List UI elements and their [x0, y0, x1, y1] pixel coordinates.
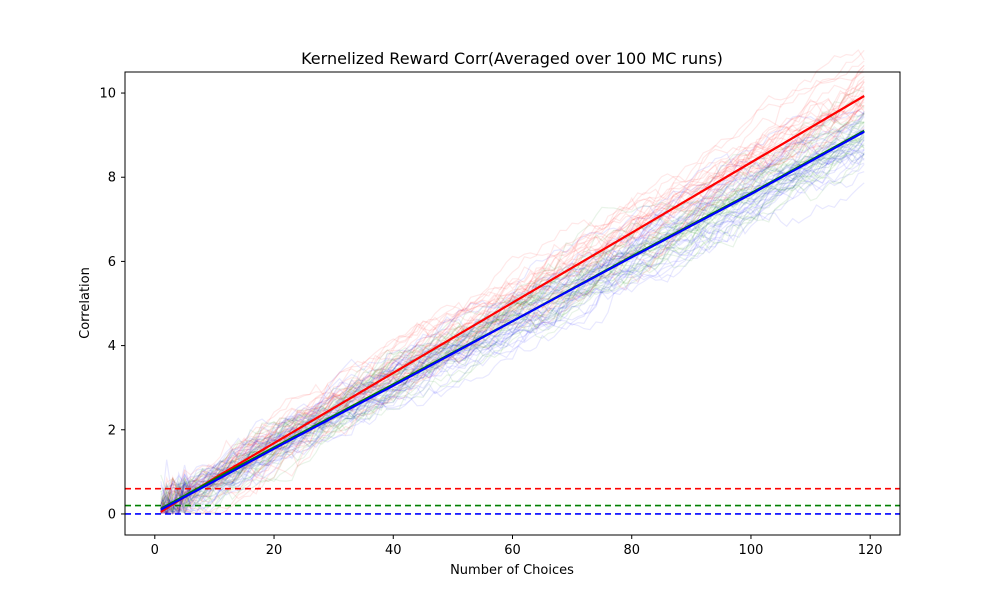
mc-run-line — [160, 109, 865, 515]
mc-run-line — [160, 128, 865, 510]
mc-run-line — [160, 137, 865, 508]
mc-run-line — [160, 138, 865, 515]
mc-run-line — [160, 128, 865, 514]
mc-run-line — [160, 143, 865, 512]
mc-run-line — [160, 121, 865, 514]
mc-run-line — [160, 171, 865, 515]
x-tick-label: 100 — [739, 543, 764, 558]
mc-run-line — [160, 64, 865, 515]
mc-run-line — [160, 120, 865, 515]
mc-run-line — [160, 126, 865, 514]
mc-run-line — [160, 126, 865, 515]
mc-run-line — [160, 152, 865, 516]
mc-run-line — [160, 149, 865, 515]
mc-run-line — [160, 150, 865, 513]
x-tick-label: 80 — [623, 543, 640, 558]
series-mean-line — [160, 95, 865, 513]
mc-run-line — [160, 110, 865, 515]
mc-run-line — [160, 113, 865, 516]
mc-run-line — [160, 80, 865, 507]
mc-run-line — [160, 136, 865, 512]
series-layer — [160, 95, 865, 513]
mc-run-line — [160, 153, 865, 515]
mc-run-line — [160, 144, 865, 514]
mc-run-line — [160, 121, 865, 514]
mc-run-line — [160, 60, 865, 514]
x-tick-label: 40 — [385, 543, 402, 558]
mc-runs-layer — [160, 49, 865, 516]
mc-run-line — [160, 141, 865, 496]
mc-run-line — [160, 99, 865, 515]
mc-run-line — [160, 120, 865, 514]
y-axis-ticks: 0 2 4 6 8 10 — [99, 87, 125, 522]
mc-run-line — [160, 105, 865, 512]
x-tick-label: 60 — [504, 543, 521, 558]
mc-run-line — [160, 151, 865, 514]
mc-run-line — [160, 149, 865, 515]
mc-run-line — [160, 71, 865, 509]
x-axis-ticks: 0 20 40 60 80 100 120 — [151, 535, 883, 558]
mc-run-line — [160, 111, 865, 512]
y-tick-label: 10 — [99, 87, 116, 102]
mc-run-line — [160, 182, 865, 513]
x-tick-label: 0 — [151, 543, 159, 558]
mc-run-line — [160, 93, 865, 513]
mc-run-line — [160, 133, 865, 510]
y-tick-label: 8 — [108, 171, 116, 186]
mc-run-line — [160, 132, 865, 513]
mc-run-line — [160, 81, 865, 501]
mc-run-line — [160, 130, 865, 511]
y-tick-label: 2 — [108, 423, 116, 438]
x-axis-label: Number of Choices — [450, 563, 574, 578]
mc-run-line — [160, 65, 865, 513]
mc-run-line — [160, 142, 865, 515]
mc-run-line — [160, 68, 865, 514]
mc-run-line — [160, 97, 865, 508]
mc-run-line — [160, 94, 865, 515]
mc-run-line — [160, 163, 865, 515]
series-mean-line — [160, 130, 865, 511]
mc-run-line — [160, 149, 865, 505]
chart-title: Kernelized Reward Corr(Averaged over 100… — [301, 49, 723, 68]
mc-run-line — [160, 111, 865, 515]
y-tick-label: 4 — [108, 339, 116, 354]
mc-run-line — [160, 89, 865, 514]
mc-run-line — [160, 145, 865, 514]
x-tick-label: 20 — [266, 543, 283, 558]
mc-run-line — [160, 134, 865, 513]
mc-run-line — [160, 75, 865, 515]
mc-run-line — [160, 49, 865, 511]
mc-run-line — [160, 97, 865, 509]
mc-run-line — [160, 97, 865, 510]
threshold-lines-layer — [125, 487, 900, 515]
mc-run-line — [160, 112, 865, 515]
mc-run-line — [160, 113, 865, 513]
y-tick-label: 6 — [108, 255, 116, 270]
x-tick-label: 120 — [858, 543, 883, 558]
mc-run-line — [160, 86, 865, 506]
y-tick-label: 0 — [108, 507, 116, 522]
y-axis-label: Correlation — [78, 267, 93, 339]
mc-run-line — [160, 49, 865, 516]
mc-run-line — [160, 154, 865, 514]
mc-run-line — [160, 137, 865, 511]
mc-run-line — [160, 104, 865, 514]
mc-run-line — [160, 114, 865, 513]
